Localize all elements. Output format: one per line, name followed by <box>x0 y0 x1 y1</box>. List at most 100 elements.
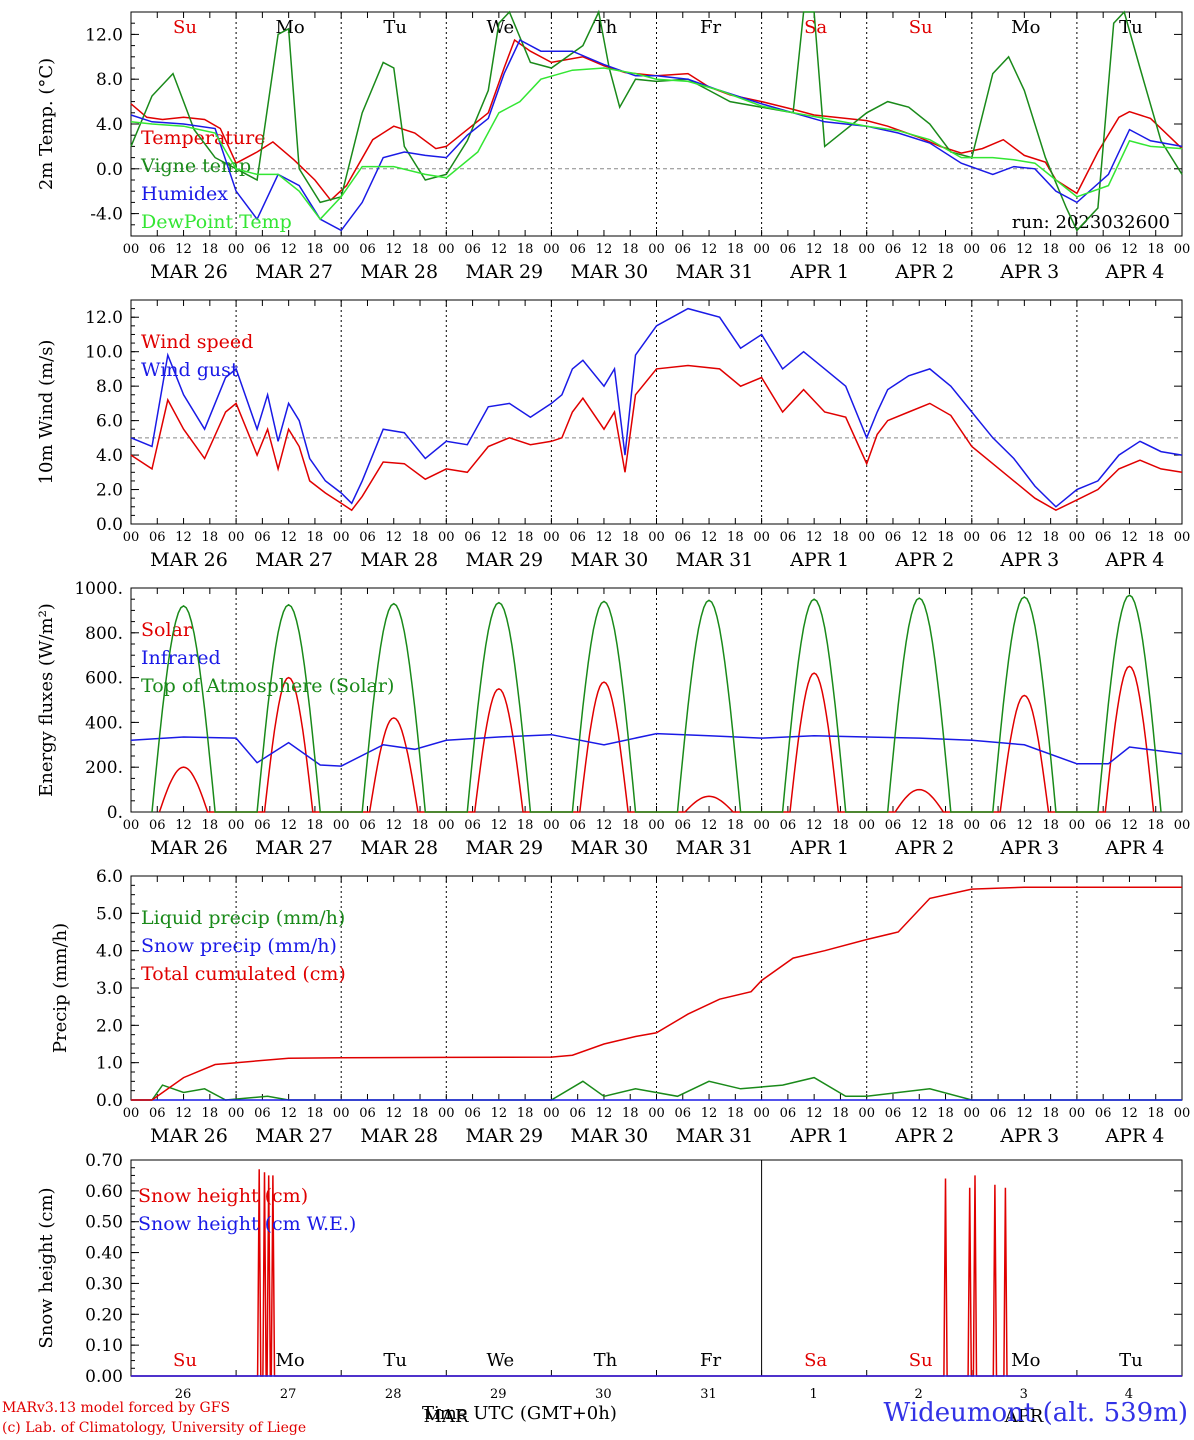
y-tick-label: 1.0 <box>96 1054 123 1074</box>
day-of-week-label: We <box>486 1350 514 1371</box>
x-date-label: APR 1 <box>789 1125 849 1147</box>
x-axis-label: Time UTC (GMT+0h) <box>422 1403 617 1424</box>
legend-entry: Snow precip (mm/h) <box>141 935 337 957</box>
x-hour-label: 06 <box>464 818 481 833</box>
x-hour-label: 00 <box>123 1106 140 1121</box>
y-tick-label: 4.0 <box>96 942 123 962</box>
y-tick-label: 0.40 <box>85 1244 123 1264</box>
x-hour-label: 06 <box>254 818 271 833</box>
series-line <box>130 9 1183 232</box>
x-date-label: MAR 29 <box>465 549 543 571</box>
x-hour-label: 12 <box>806 242 823 257</box>
x-hour-label: 12 <box>491 818 508 833</box>
day-of-week-label: Su <box>173 1350 197 1371</box>
x-month-label: APR <box>1004 1406 1044 1427</box>
x-hour-label: 12 <box>280 530 297 545</box>
x-hour-label: 18 <box>307 242 324 257</box>
y-axis-label: 2m Temp. (°C) <box>36 58 57 190</box>
x-date-label: APR 4 <box>1104 837 1164 859</box>
legend-entry: Total cumulated (cm) <box>141 963 346 985</box>
y-tick-label: 10.0 <box>85 343 123 363</box>
x-hour-label: 06 <box>885 1106 902 1121</box>
x-hour-label: 06 <box>780 242 797 257</box>
x-date-label: APR 2 <box>894 261 954 283</box>
x-hour-label: 06 <box>990 530 1007 545</box>
y-tick-label: 8.0 <box>96 377 123 397</box>
x-date-label: MAR 30 <box>571 1125 649 1147</box>
y-tick-label: 200. <box>85 758 123 778</box>
day-of-week-label: Tu <box>383 1350 407 1371</box>
x-hour-label: 00 <box>753 242 770 257</box>
day-of-week-label: Th <box>594 1350 618 1371</box>
x-hour-label: 18 <box>832 818 849 833</box>
legend-entry: Temperature <box>141 127 265 149</box>
legend-entry: Snow height (cm) <box>138 1185 308 1207</box>
x-hour-label: 18 <box>937 530 954 545</box>
x-hour-label: 12 <box>596 242 613 257</box>
x-hour-label: 12 <box>1121 530 1138 545</box>
x-hour-label: 18 <box>1042 530 1059 545</box>
x-hour-label: 00 <box>858 818 875 833</box>
x-day-number: 29 <box>490 1387 507 1402</box>
x-hour-label: 12 <box>385 242 402 257</box>
y-tick-label: 1000. <box>74 579 123 599</box>
day-of-week-label: Th <box>594 17 618 38</box>
x-hour-label: 18 <box>307 818 324 833</box>
lab-credit: (c) Lab. of Climatology, University of L… <box>2 1420 307 1436</box>
day-of-week-label: Mo <box>275 1350 304 1371</box>
x-hour-label: 18 <box>202 818 219 833</box>
x-date-label: APR 1 <box>789 837 849 859</box>
x-hour-label: 00 <box>228 1106 245 1121</box>
day-of-week-label: Tu <box>1119 1350 1143 1371</box>
x-hour-label: 12 <box>806 530 823 545</box>
x-hour-label: 00 <box>964 530 981 545</box>
x-hour-label: 00 <box>648 530 665 545</box>
x-hour-label: 00 <box>1174 242 1191 257</box>
x-hour-label: 06 <box>675 1106 692 1121</box>
x-date-label: MAR 27 <box>255 1125 333 1147</box>
x-hour-label: 06 <box>359 1106 376 1121</box>
y-tick-label: 2.0 <box>96 481 123 501</box>
x-hour-label: 18 <box>412 1106 429 1121</box>
x-hour-label: 06 <box>990 242 1007 257</box>
y-tick-label: 5.0 <box>96 904 123 924</box>
x-hour-label: 18 <box>727 1106 744 1121</box>
x-hour-label: 06 <box>464 242 481 257</box>
x-date-label: MAR 26 <box>150 837 228 859</box>
x-hour-label: 12 <box>175 242 192 257</box>
x-hour-label: 00 <box>1174 1106 1191 1121</box>
x-day-number: 31 <box>700 1387 717 1402</box>
x-hour-label: 12 <box>806 1106 823 1121</box>
x-hour-label: 12 <box>1016 1106 1033 1121</box>
x-hour-label: 00 <box>1174 530 1191 545</box>
legend-entry: Top of Atmosphere (Solar) <box>141 675 394 697</box>
series-line <box>130 67 1183 221</box>
x-hour-label: 18 <box>1042 242 1059 257</box>
x-hour-label: 12 <box>1016 530 1033 545</box>
x-day-number: 2 <box>915 1387 923 1402</box>
x-hour-label: 18 <box>937 242 954 257</box>
y-tick-label: 0.50 <box>85 1213 123 1233</box>
legend-entry: Vigne temp <box>140 155 251 177</box>
y-tick-label: 2.0 <box>96 1016 123 1036</box>
x-date-label: MAR 27 <box>255 261 333 283</box>
x-hour-label: 00 <box>1069 818 1086 833</box>
x-hour-label: 00 <box>964 242 981 257</box>
x-hour-label: 00 <box>543 818 560 833</box>
legend-entry: Infrared <box>141 647 221 669</box>
x-hour-label: 06 <box>885 818 902 833</box>
x-hour-label: 12 <box>491 242 508 257</box>
x-hour-label: 12 <box>385 1106 402 1121</box>
x-hour-label: 06 <box>675 530 692 545</box>
x-day-number: 3 <box>1020 1387 1028 1402</box>
y-axis-label: 10m Wind (m/s) <box>36 340 57 485</box>
x-hour-label: 12 <box>911 1106 928 1121</box>
x-hour-label: 12 <box>491 1106 508 1121</box>
x-hour-label: 06 <box>254 530 271 545</box>
x-hour-label: 18 <box>517 530 534 545</box>
y-axis-label: Snow height (cm) <box>36 1187 57 1348</box>
x-date-label: MAR 28 <box>360 549 438 571</box>
x-hour-label: 18 <box>307 1106 324 1121</box>
y-tick-label: 0.70 <box>85 1151 123 1171</box>
legend-entry: Liquid precip (mm/h) <box>141 907 345 929</box>
